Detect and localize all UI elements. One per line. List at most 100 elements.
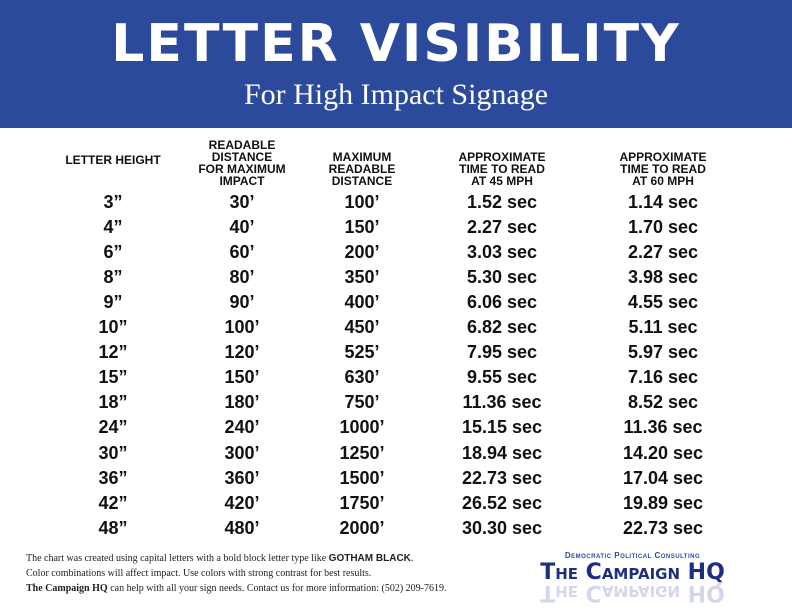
table-cell: 2.27 sec [627,242,699,263]
table-cell: 5.97 sec [627,342,699,363]
footer-text: can help with all your sign needs. Conta… [107,583,447,594]
table-cell: 11.36 sec [623,417,703,438]
table-cell: 1250’ [339,442,385,463]
subtitle: For High Impact Signage [243,78,549,111]
table-cell: 90’ [229,292,255,313]
table-cell: 6.06 sec [466,292,538,313]
table-cell: 6.82 sec [466,317,538,338]
table-cell: 42” [98,492,128,513]
column-header-line: AT 60 MPH [632,174,694,188]
column-header: APPROXIMATE TIME TO READ AT 60 MPH [588,151,738,187]
table-cell: 18.94 sec [461,442,543,463]
table-cell: 3” [103,192,123,212]
column-header: READABLE DISTANCE FOR MAXIMUM IMPACT [167,139,317,187]
column-header-line: TIME TO READ [620,162,706,176]
table-cell: 7.16 sec [627,367,699,388]
table-cell: 750’ [344,392,380,413]
table-cell: 22.73 sec [622,517,704,538]
table-cell: 525’ [344,342,380,363]
footer-line: Color combinations will affect impact. U… [26,568,371,579]
column-header-line: READABLE [208,138,276,152]
table-cell: 1000’ [339,417,385,438]
table-cell: 17.04 sec [622,467,704,488]
table-cell: 150’ [344,217,380,238]
table-cell: 480’ [224,517,260,538]
column-header-line: DISTANCE [211,150,273,164]
table-cell: 9.55 sec [466,367,538,388]
table-cell: 120’ [224,342,260,363]
table-cell: 30.30 sec [461,517,543,538]
footer-line: The Campaign HQ can help with all your s… [26,583,447,594]
table-cell: 8” [103,267,123,288]
table-cell: 1500’ [339,467,385,488]
table-cell: 4.55 sec [627,292,699,313]
table-cell: 9” [103,292,123,313]
column-header: MAXIMUM READABLE DISTANCE [287,151,437,187]
table-cell: 100’ [344,192,380,212]
table-cell: 420’ [224,492,260,513]
table-cell: 48” [98,517,128,538]
table-cell: 6” [103,242,123,263]
table-cell: 300’ [224,442,260,463]
table-cell: 630’ [344,367,380,388]
table-cell: 2000’ [339,517,385,538]
table-cell: 200’ [344,242,380,263]
table-cell: 22.73 sec [461,467,543,488]
table-cell: 360’ [224,467,260,488]
table-cell: 3.98 sec [627,267,699,288]
table-cell: 1.52 sec [466,192,538,212]
table-cell: 5.11 sec [628,317,698,338]
table-cell: 400’ [344,292,380,313]
table-cell: 60’ [229,242,255,263]
footer-text: The chart was created using capital lett… [26,553,329,564]
table-cell: 5.30 sec [466,267,538,288]
footer-text: Color combinations will affect impact. U… [26,568,372,579]
column-header: APPROXIMATE TIME TO READ AT 45 MPH [427,151,577,187]
table-cell: 240’ [224,417,260,438]
table-cell: 350’ [344,267,380,288]
table-cell: 15” [98,367,128,388]
column-header: LETTER HEIGHT [38,154,188,166]
table-cell: 19.89 sec [622,492,704,513]
table-cell: 1.70 sec [627,217,699,238]
column-header-line: IMPACT [219,174,265,188]
header-band [0,0,792,128]
footer-text: The Campaign HQ [26,583,108,594]
column-header-line: FOR MAXIMUM [198,162,286,176]
table-cell: 180’ [224,392,260,413]
table-cell: 100’ [224,317,260,338]
column-header-line: MAXIMUM [332,150,392,164]
column-header-line: READABLE [328,162,396,176]
table-cell: 4” [103,217,123,238]
footer-text: . [410,553,414,564]
logo-tagline: Democratic Political Consulting [564,551,701,560]
table-cell: 450’ [344,317,380,338]
footer-text: GOTHAM BLACK [328,553,411,564]
column-header-line: APPROXIMATE [458,150,546,164]
table-cell: 3.03 sec [466,242,538,263]
column-header-line: LETTER HEIGHT [65,153,161,167]
table-cell: 40’ [229,217,255,238]
logo-name: The Campaign HQ [540,560,725,585]
table-cell: 24” [98,417,128,438]
table-cell: 8.52 sec [627,392,699,413]
table-cell: 1750’ [339,492,385,513]
table-cell: 12” [98,342,128,363]
table-cell: 36” [98,467,128,488]
table-cell: 30’ [229,192,255,212]
column-header-line: APPROXIMATE [619,150,707,164]
table-cell: 26.52 sec [461,492,543,513]
table-cell: 1.14 sec [627,192,699,212]
title: LETTER VISIBILITY [111,14,681,74]
table-cell: 18” [98,392,128,413]
table-cell: 11.36 sec [462,392,542,413]
table-cell: 2.27 sec [466,217,538,238]
column-header-line: AT 45 MPH [471,174,533,188]
column-header-line: DISTANCE [331,174,393,188]
table-cell: 30” [98,442,128,463]
table-cell: 150’ [224,367,260,388]
footer-line: The chart was created using capital lett… [26,553,413,564]
table-cell: 10” [98,317,128,338]
table-cell: 15.15 sec [461,417,543,438]
